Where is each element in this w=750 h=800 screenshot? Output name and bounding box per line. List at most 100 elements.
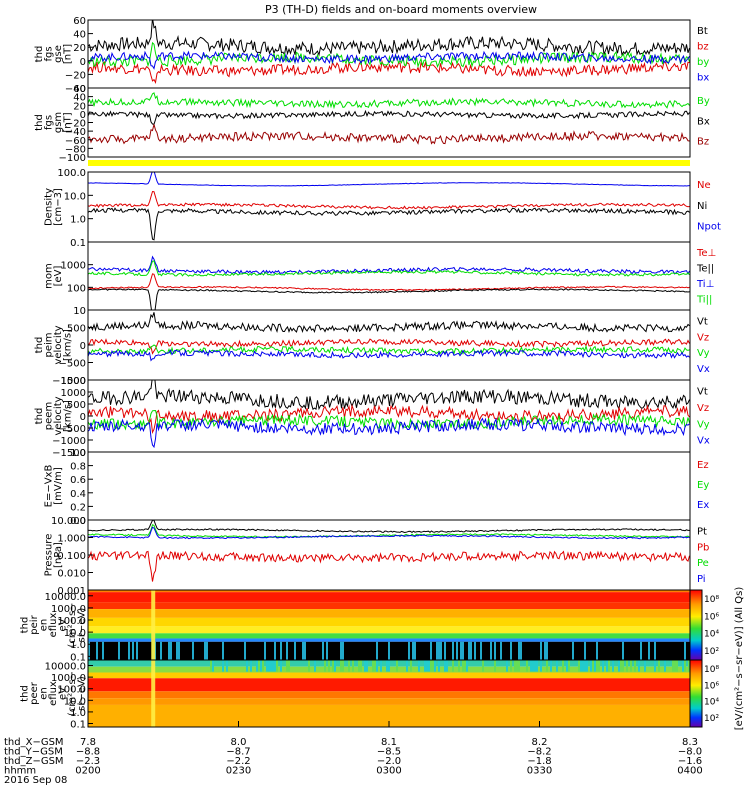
- spectrogram-column: [314, 660, 316, 672]
- spectrogram-column: [684, 641, 686, 660]
- legend-entry: Pb: [697, 542, 709, 553]
- y-axis-label: (cm²−s−: [67, 602, 78, 647]
- spectrogram-column: [452, 660, 454, 672]
- y-tick-label: 0: [80, 341, 86, 352]
- spectrogram-column: [674, 660, 676, 672]
- spectrogram-column: [590, 660, 592, 672]
- spectrogram-column: [634, 660, 636, 672]
- spectrogram-column: [324, 660, 326, 672]
- y-tick-label: 1000.0: [51, 673, 86, 684]
- spectrogram-column: [264, 641, 266, 660]
- series-line-peem-velocity-0: [88, 380, 690, 411]
- colorbar-tick: 10⁶: [704, 612, 719, 622]
- spectrogram-column: [452, 641, 454, 660]
- x-tick-label: −2.2: [226, 756, 250, 767]
- panel-efield: 1.0 0.8 0.6 0.4 0.2 0.0 E=−VxB[mV/m] Ez Ey Ex: [43, 448, 709, 527]
- y-axis-label: peer: [29, 681, 40, 705]
- legend-entry: Npot: [697, 221, 721, 232]
- y-axis-label: sr−eV): [77, 676, 88, 711]
- y-tick-label: 100.0: [57, 616, 86, 627]
- y-tick-label: 10: [73, 306, 86, 317]
- y-axis-label: peim: [43, 332, 54, 357]
- y-tick-label: 1000: [61, 261, 86, 272]
- spectrogram-column: [302, 641, 304, 660]
- spectrogram-column: [386, 660, 388, 672]
- legend-entry: Vx: [697, 364, 710, 375]
- spectrogram-band: [88, 633, 690, 639]
- spectrogram-column: [276, 660, 278, 672]
- spectrogram-column: [444, 641, 446, 660]
- series-line-peim-velocity-1: [88, 338, 690, 355]
- spectrogram-column: [436, 641, 438, 660]
- legend-entry: Ni: [697, 201, 707, 212]
- spectrogram-column: [160, 641, 162, 660]
- legend-entry: Pi: [697, 574, 706, 585]
- spectrogram-column: [494, 660, 496, 672]
- legend-entry: Ez: [697, 460, 709, 471]
- x-tick-label: 0330: [527, 766, 552, 777]
- y-tick-label: 40: [73, 30, 86, 41]
- x-row-label: thd_Z−GSM: [4, 756, 64, 767]
- y-tick-label: 0.0: [70, 516, 86, 527]
- series-line-peem-velocity-2: [88, 409, 690, 431]
- colorbar-tick: 10⁴: [704, 630, 719, 640]
- spectrogram-column: [540, 641, 542, 660]
- legend-entry: Bt: [697, 26, 708, 37]
- colorbar-scale: [689, 659, 703, 728]
- spectrogram-column: [506, 660, 508, 672]
- y-tick-label: 0.1: [70, 652, 86, 663]
- spectrogram-column: [418, 660, 420, 672]
- spectrogram-column: [426, 660, 428, 672]
- spectrogram-column: [226, 660, 228, 672]
- x-tick-label: −8.8: [76, 747, 100, 758]
- spectrogram-column: [364, 660, 366, 672]
- x-tick-label: 0200: [75, 766, 100, 777]
- y-tick-label: −1000: [52, 376, 86, 387]
- y-tick-label: 0.1: [70, 720, 86, 731]
- y-axis-label: [nT]: [62, 44, 73, 64]
- spectrogram-column: [530, 660, 532, 672]
- panel-fgs-gsm: 6040200−20−40−60−80−100thdfgsgsm[nT]ByBx…: [34, 84, 710, 164]
- y-tick-label: 0.6: [70, 475, 86, 486]
- y-tick-label: 1.0: [70, 215, 86, 226]
- spectrogram-column: [342, 641, 344, 660]
- colorbar-tick: 10⁸: [704, 595, 719, 605]
- y-axis-label: velocity: [53, 396, 64, 435]
- spectrogram-column: [432, 660, 434, 672]
- date-label: 2016 Sep 08: [4, 775, 67, 786]
- legend-entry: by: [697, 57, 709, 68]
- x-tick-label: −1.6: [678, 756, 702, 767]
- spectrogram-band: [88, 638, 690, 642]
- spectrogram-column: [380, 660, 382, 672]
- spectrogram-column: [388, 641, 390, 660]
- x-tick-label: −2.3: [76, 756, 100, 767]
- legend-entry: Bx: [697, 116, 710, 127]
- spectrogram-column: [396, 660, 398, 672]
- spectrogram-column: [462, 641, 464, 660]
- spectrogram-column: [96, 641, 98, 660]
- spectrogram-column: [532, 660, 534, 672]
- spectrogram-column: [672, 660, 674, 672]
- y-tick-label: 0.010: [57, 569, 86, 580]
- legend-entry: Ti||: [696, 295, 712, 306]
- y-axis-label: (cm²−s−: [67, 671, 78, 716]
- colorbar-tick: 10²: [704, 714, 719, 724]
- spectrogram-column: [256, 660, 258, 672]
- spectrogram-column: [474, 641, 476, 660]
- x-tick-label: −1.8: [527, 756, 551, 767]
- spectrogram-column: [462, 660, 464, 672]
- spectrogram-column: [328, 660, 330, 672]
- spectrogram-column: [430, 641, 432, 660]
- spectrogram-column: [618, 660, 620, 672]
- y-axis-label: eflux: [48, 613, 59, 638]
- x-axis: thd_X−GSM 7.8 8.0 8.1 8.2 8.3 thd_Y−GSM −8.8 −8.…: [4, 721, 703, 786]
- spectrogram-column: [470, 641, 472, 660]
- series-line-density-2: [88, 172, 690, 187]
- spectrogram-column: [322, 641, 324, 660]
- spectrogram-column: [288, 660, 290, 672]
- figure-title: P3 (TH-D) fields and on-board moments ov…: [265, 3, 537, 16]
- spectrogram-column: [204, 641, 206, 660]
- y-tick-label: 1.0: [70, 708, 86, 719]
- spectrogram-column: [412, 641, 414, 660]
